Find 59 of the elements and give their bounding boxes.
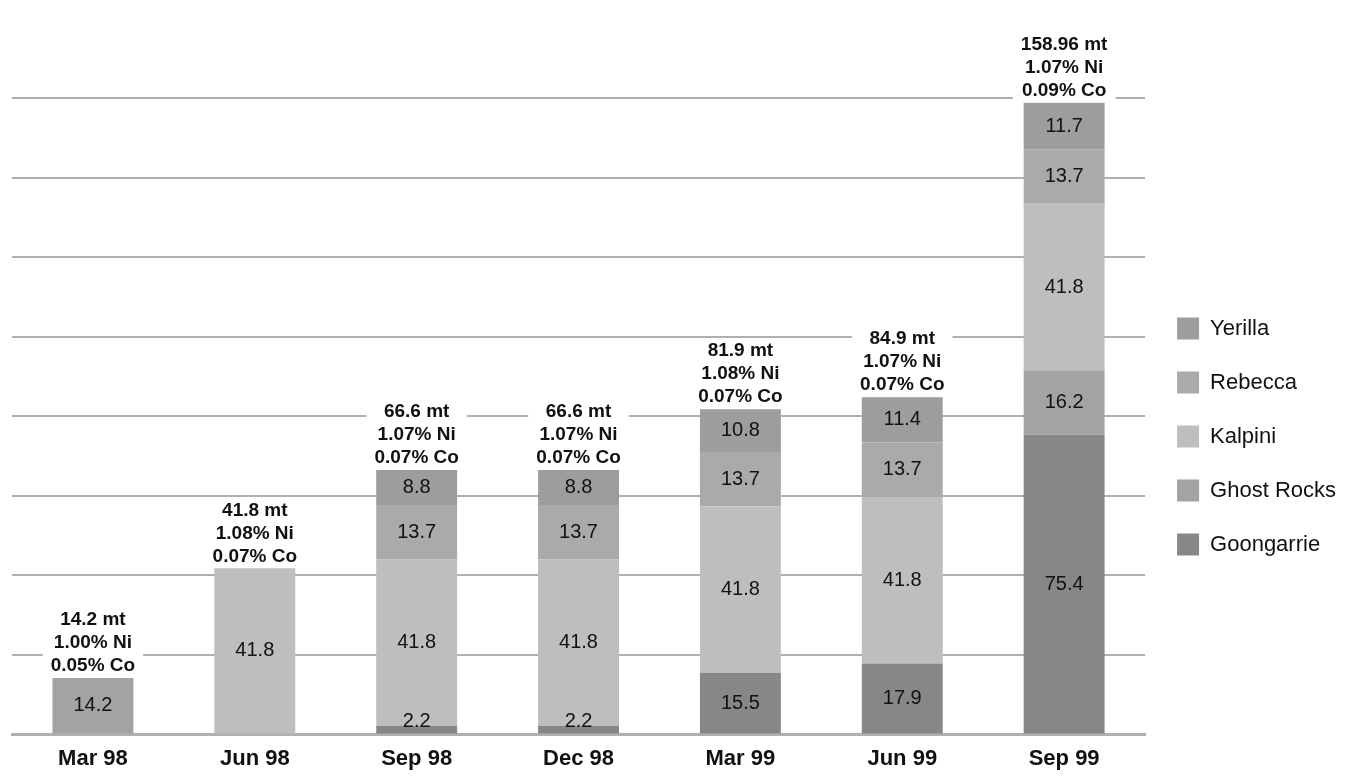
x-tick-label: Jun 98 xyxy=(219,744,290,770)
bar xyxy=(538,505,619,560)
data-label: 75.4 xyxy=(1044,571,1084,594)
data-label: 13.7 xyxy=(1044,164,1084,187)
data-label: 13.7 xyxy=(397,519,437,542)
data-label: 16.2 xyxy=(1044,389,1084,412)
bar xyxy=(1023,203,1105,371)
bar xyxy=(538,470,619,506)
bar xyxy=(699,672,781,734)
legend-label: Yerilla xyxy=(1210,314,1270,340)
bar xyxy=(1023,370,1105,435)
data-label: 41.8 xyxy=(397,630,437,653)
legend-label: Kalpini xyxy=(1210,422,1277,448)
legend-label: Goongarrie xyxy=(1210,530,1321,556)
data-label: 41.8 xyxy=(882,567,922,590)
data-label: 41.8 xyxy=(559,630,598,653)
data-label: 13.7 xyxy=(559,519,598,542)
bar xyxy=(376,470,458,506)
data-label: 13.7 xyxy=(882,457,922,480)
data-label: 13.7 xyxy=(720,466,760,489)
bar xyxy=(538,559,619,726)
bar xyxy=(376,505,458,560)
data-label: 14.2 xyxy=(73,693,113,716)
bar xyxy=(861,497,943,664)
x-tick-label: Sep 98 xyxy=(381,744,453,770)
total-label: 41.8 mt 1.08% Ni 0.07% Co xyxy=(212,498,298,566)
total-label: 66.6 mt 1.07% Ni 0.07% Co xyxy=(536,400,621,468)
bar xyxy=(538,725,619,734)
data-label: 41.8 xyxy=(1044,274,1084,297)
x-tick-label: Mar 98 xyxy=(58,744,128,770)
data-label: 15.5 xyxy=(720,690,760,713)
data-label: 11.7 xyxy=(1045,113,1083,136)
total-label: 66.6 mt 1.07% Ni 0.07% Co xyxy=(374,400,459,468)
data-label: 17.9 xyxy=(882,686,922,709)
data-label: 2.2 xyxy=(564,709,593,732)
data-label: 2.2 xyxy=(402,709,431,732)
data-label: 11.4 xyxy=(883,407,921,430)
data-label: 41.8 xyxy=(720,577,760,600)
total-label: 158.96 mt 1.07% Ni 0.09% Co xyxy=(1020,33,1109,101)
data-label: 41.8 xyxy=(235,638,275,661)
bar xyxy=(861,397,943,443)
bar xyxy=(376,559,458,726)
bar xyxy=(699,506,781,673)
bar xyxy=(861,663,943,734)
x-tick-label: Jun 99 xyxy=(867,744,938,770)
x-tick-label: Sep 99 xyxy=(1028,744,1100,770)
legend-label: Ghost Rocks xyxy=(1210,476,1337,502)
total-label: 14.2 mt 1.00% Ni 0.05% Co xyxy=(50,608,136,676)
data-label: 8.8 xyxy=(402,475,431,498)
bar xyxy=(52,678,134,734)
bar xyxy=(1023,434,1105,734)
x-tick-label: Mar 99 xyxy=(705,744,776,770)
legend-label: Rebecca xyxy=(1210,368,1298,394)
data-label: 10.8 xyxy=(720,418,760,441)
total-label: 81.9 mt 1.08% Ni 0.07% Co xyxy=(698,339,783,407)
data-label: 8.8 xyxy=(564,475,593,498)
total-label: 84.9 mt 1.07% Ni 0.07% Co xyxy=(860,327,945,395)
bar xyxy=(376,725,458,734)
x-tick-label: Dec 98 xyxy=(543,744,615,770)
